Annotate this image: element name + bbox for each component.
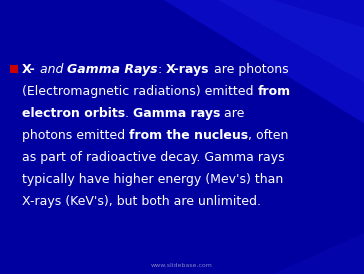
Text: are photons: are photons — [210, 63, 288, 76]
Text: typically have higher energy (Mev's) than: typically have higher energy (Mev's) tha… — [22, 173, 283, 186]
Text: (Electromagnetic radiations) emitted: (Electromagnetic radiations) emitted — [22, 85, 257, 98]
Text: , often: , often — [248, 129, 289, 142]
Text: are: are — [221, 107, 245, 120]
Text: Gamma Rays: Gamma Rays — [67, 63, 158, 76]
Text: and: and — [36, 63, 67, 76]
Text: from: from — [257, 85, 290, 98]
Polygon shape — [218, 0, 364, 82]
Text: X-rays (KeV's), but both are unlimited.: X-rays (KeV's), but both are unlimited. — [22, 195, 261, 208]
Polygon shape — [273, 233, 364, 274]
Text: X-rays: X-rays — [166, 63, 210, 76]
Text: X-: X- — [22, 63, 36, 76]
Text: Gamma rays: Gamma rays — [133, 107, 221, 120]
Polygon shape — [164, 0, 364, 123]
Text: :: : — [158, 63, 166, 76]
Text: .: . — [125, 107, 133, 120]
Text: from the nucleus: from the nucleus — [129, 129, 248, 142]
Text: as part of radioactive decay. Gamma rays: as part of radioactive decay. Gamma rays — [22, 151, 285, 164]
Bar — [10, 65, 18, 73]
Text: www.slidebase.com: www.slidebase.com — [151, 263, 213, 268]
Text: photons emitted: photons emitted — [22, 129, 129, 142]
Text: electron orbits: electron orbits — [22, 107, 125, 120]
